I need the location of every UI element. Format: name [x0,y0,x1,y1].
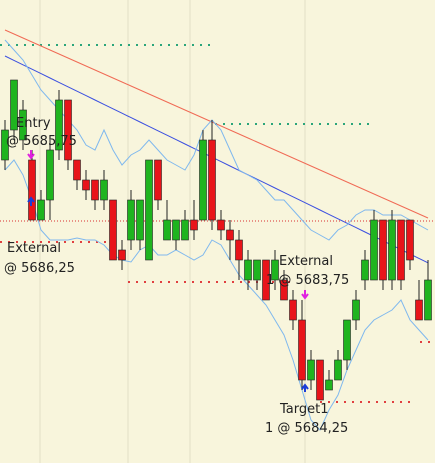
candle-body [307,359,315,381]
candle-body [361,259,369,281]
candle-body [37,199,45,221]
candle-body [370,219,378,281]
candle-body [325,379,333,391]
candle-body [235,239,243,261]
candle-body [118,249,126,261]
annotation-title: Target1 [279,402,329,417]
indicator-line [4,39,429,241]
annotation-text: @ 5686,25 [4,261,75,276]
sell-arrow [27,150,35,160]
candle-body [352,299,360,321]
candle-body [190,219,198,231]
candle-layer [1,79,432,401]
candle-body [379,219,387,281]
candle-body [424,279,432,321]
candle-body [73,159,81,181]
candle-body [316,359,324,401]
annotation-text: 1 @ 5683,75 [266,273,349,288]
candle-body [91,179,99,201]
candle-body [1,129,9,161]
candle-body [181,219,189,241]
candle-body [46,149,54,201]
candle-body [127,199,135,241]
candle-body [415,299,423,321]
candle-body [10,79,18,131]
candle-body [217,219,225,231]
candle-body [226,229,234,241]
candle-body [208,139,216,221]
annotation-title: Entry [16,116,51,131]
candle-body [154,159,162,201]
annotation-layer: Entry @ 5685,75 External @ 5686,25 Exter… [4,116,349,436]
buy-arrow [301,383,309,392]
candle-body [136,199,144,241]
candle-body [271,259,279,281]
annotation-text: 1 @ 5684,25 [265,421,348,436]
candle-body [64,99,72,161]
annotation-title: External [7,241,61,256]
candle-body [298,319,306,381]
candle-body [262,259,270,301]
candle-body [28,159,36,221]
sell-arrow [301,290,309,300]
candle-body [100,179,108,201]
indicator-line [4,29,429,219]
candle-body [55,99,63,151]
candle-body [19,109,27,141]
candle-body [388,219,396,281]
candle-body [82,179,90,191]
candle-body [334,359,342,381]
indicator-line [4,55,429,264]
candle-body [280,279,288,301]
candle-body [289,299,297,321]
candle-body [172,219,180,241]
candle-body [253,259,261,281]
candle-body [406,219,414,261]
candle-body [163,219,171,241]
candle-body [145,159,153,261]
candle-body [109,199,117,261]
indicator-line [4,159,429,431]
buy-arrow [27,196,35,206]
candle-body [199,139,207,221]
candle-body [244,259,252,281]
annotation-text: @ 5685,75 [6,134,77,149]
indicator-layer [0,29,435,431]
annotation-title: External [279,254,333,269]
candle-body [397,219,405,281]
candle-body [343,319,351,361]
